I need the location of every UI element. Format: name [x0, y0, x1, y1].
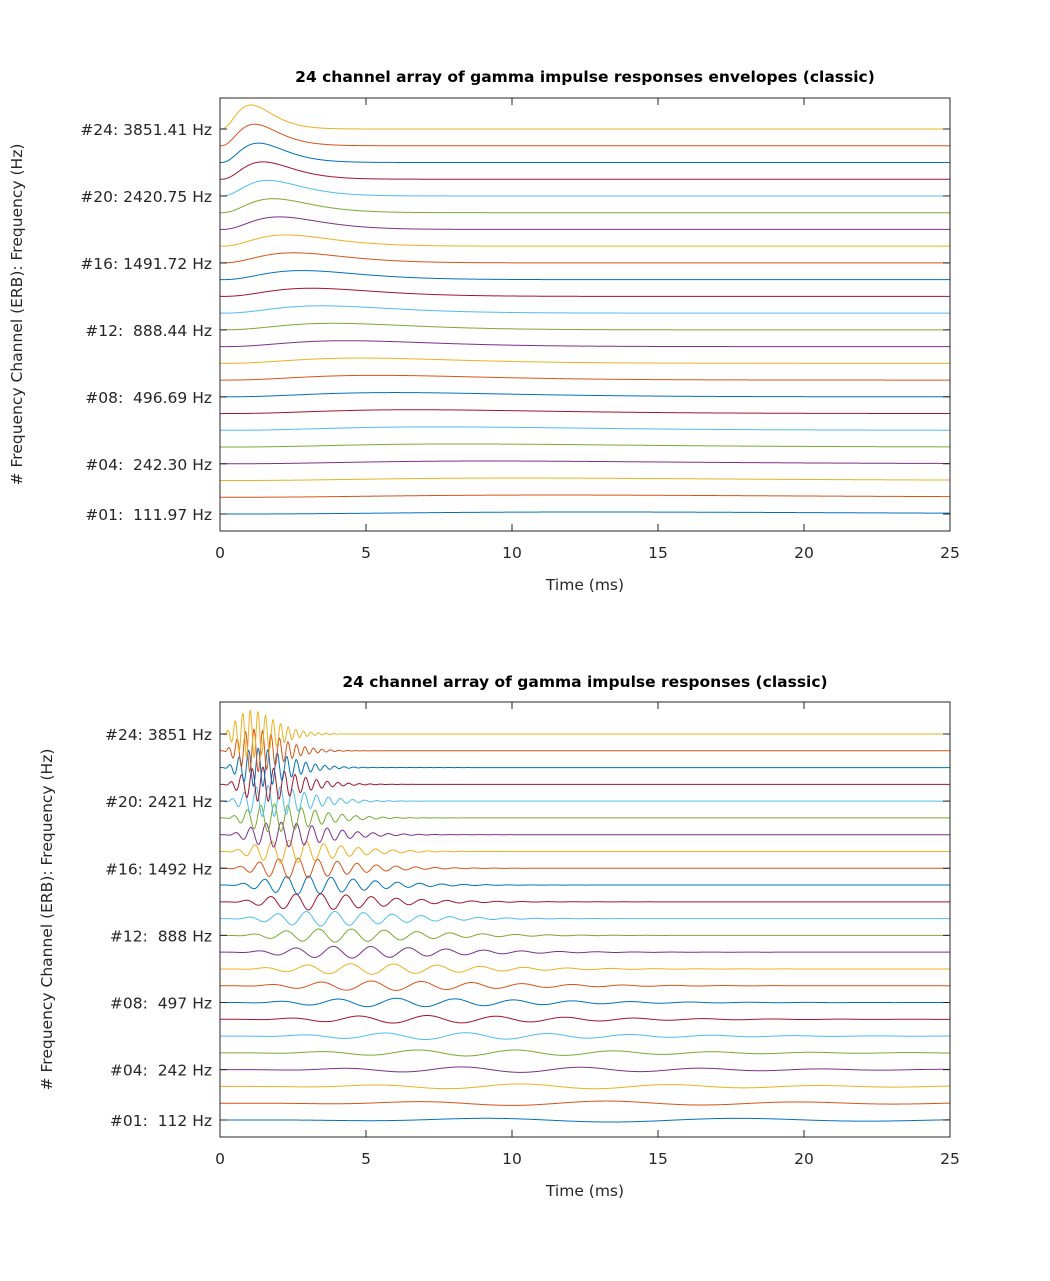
chart-title: 24 channel array of gamma impulse respon… [295, 68, 875, 86]
y-tick-label: #20: 2421 Hz [105, 793, 212, 811]
y-tick-label: #01: 111.97 Hz [85, 506, 212, 524]
x-tick-label: 0 [215, 1150, 225, 1168]
channel-13-line [220, 910, 950, 927]
y-tick-label: #12: 888 Hz [110, 927, 212, 945]
channel-19-line [220, 803, 950, 833]
channel-12-line [220, 928, 950, 943]
x-axis-label: Time (ms) [545, 1182, 624, 1200]
y-tick-label: #16: 1492 Hz [105, 860, 212, 878]
x-tick-label: 10 [502, 544, 522, 562]
channel-10-line [220, 963, 950, 975]
x-tick-label: 25 [940, 544, 960, 562]
channel-20-line [220, 785, 950, 818]
channel-8-line [220, 997, 950, 1008]
channel-12-line [220, 322, 950, 331]
y-tick-label: #20: 2420.75 Hz [80, 188, 212, 206]
channel-24-line [220, 104, 950, 130]
y-tick-label: #12: 888.44 Hz [85, 322, 212, 340]
x-tick-label: 15 [648, 544, 668, 562]
channel-16-line [220, 252, 950, 264]
x-tick-label: 20 [794, 544, 814, 562]
channel-23-line [220, 123, 950, 147]
x-tick-label: 5 [361, 1150, 371, 1168]
channel-1-line [220, 1117, 951, 1123]
y-tick-label: #04: 242.30 Hz [85, 456, 212, 474]
y-tick-label: #24: 3851 Hz [105, 726, 212, 744]
y-tick-label: #04: 242 Hz [110, 1062, 212, 1080]
channel-7-line [220, 1015, 950, 1024]
channel-13-line [220, 305, 950, 314]
y-tick-label: #08: 496.69 Hz [85, 389, 212, 407]
channel-19-line [220, 198, 950, 214]
channel-18-line [220, 821, 950, 848]
channel-7-line [220, 409, 950, 415]
channel-20-line [220, 179, 950, 197]
channel-9-line [220, 980, 950, 991]
channel-21-line [220, 161, 950, 180]
channel-1-line [220, 511, 951, 515]
channel-5-line [220, 443, 950, 448]
channel-24-line [220, 709, 950, 759]
x-tick-label: 15 [648, 1150, 668, 1168]
channel-6-line [220, 1032, 950, 1041]
y-tick-label: #16: 1491.72 Hz [80, 255, 212, 273]
x-tick-label: 25 [940, 1150, 960, 1168]
channel-14-line [220, 287, 950, 297]
y-tick-label: #08: 497 Hz [110, 995, 212, 1013]
channel-22-line [220, 142, 950, 163]
channel-16-line [220, 857, 950, 879]
channel-4-line [220, 1066, 951, 1073]
channel-3-line [220, 1083, 951, 1090]
subplot-1: 0 5 10 15 20 25 #01: 111.97 Hz #04: 242.30 Hz #0… [8, 68, 960, 594]
channel-23-line [220, 728, 950, 774]
x-tick-label: 5 [361, 544, 371, 562]
chart-title: 24 channel array of gamma impulse respon… [342, 673, 827, 691]
x-axis-label: Time (ms) [545, 576, 624, 594]
y-axis-label: # Frequency Channel (ERB): Frequency (Hz… [8, 144, 26, 486]
channel-4-line [220, 460, 950, 465]
x-tick-label: 20 [794, 1150, 814, 1168]
channel-15-line [220, 875, 950, 895]
y-tick-label: #01: 112 Hz [110, 1112, 212, 1130]
channel-22-line [219, 747, 950, 788]
x-tick-label: 0 [215, 544, 225, 562]
subplot-2: 0 5 10 15 20 25 #01: 112 Hz #04: 242 Hz #08: 497… [38, 673, 960, 1200]
channel-5-line [220, 1049, 950, 1057]
channel-18-line [220, 216, 950, 230]
channel-14-line [220, 893, 950, 911]
channel-17-line [220, 839, 950, 864]
channel-8-line [220, 392, 950, 398]
channel-2-line [220, 1100, 951, 1106]
channel-11-line [220, 340, 950, 348]
x-tick-label: 10 [502, 1150, 522, 1168]
channel-9-line [220, 374, 950, 381]
channel-11-line [220, 945, 950, 959]
y-tick-label: #24: 3851.41 Hz [80, 121, 212, 139]
channel-15-line [220, 270, 950, 281]
axes-box [219, 701, 951, 1138]
y-axis-label: # Frequency Channel (ERB): Frequency (Hz… [38, 749, 56, 1091]
channel-21-line [220, 766, 950, 802]
channel-6-line [220, 426, 950, 431]
channel-2-line [220, 494, 951, 498]
channel-10-line [220, 357, 950, 364]
channel-17-line [220, 234, 950, 247]
axes-box [219, 97, 951, 532]
channel-3-line [220, 477, 950, 482]
